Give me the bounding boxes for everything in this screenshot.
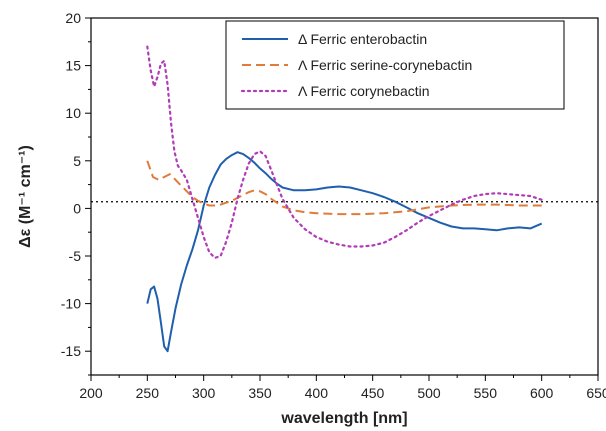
series-line-2 (146, 160, 542, 216)
series-line-1 (146, 151, 543, 353)
x-tick-label: 350 (248, 385, 272, 401)
legend-label-3: Λ Ferric corynebactin (298, 83, 430, 99)
y-axis-ticks: -15 -10 -5 0 5 10 15 20 (61, 10, 91, 376)
x-axis-title: wavelength [nm] (280, 410, 407, 427)
legend-box (225, 20, 565, 110)
x-tick-label: 500 (417, 385, 441, 401)
y-tick-label: 15 (65, 58, 81, 74)
x-tick-label: 400 (305, 385, 329, 401)
x-tick-label: 300 (192, 385, 216, 401)
x-tick-label: 650 (586, 385, 606, 401)
x-tick-label: 250 (136, 385, 160, 401)
x-axis-ticks: 200 250 300 350 400 450 500 550 600 650 (79, 375, 606, 401)
legend-label-2: Λ Ferric serine-corynebactin (298, 57, 472, 73)
y-tick-label: 0 (73, 200, 81, 216)
y-tick-label: 5 (73, 153, 81, 169)
legend-label-1: Δ Ferric enterobactin (298, 31, 427, 47)
y-tick-label: 20 (65, 10, 81, 26)
x-tick-label: 600 (530, 385, 554, 401)
x-tick-label: 550 (474, 385, 498, 401)
y-tick-label: 10 (65, 105, 81, 121)
y-tick-label: -15 (61, 343, 81, 359)
series-line-3 (146, 45, 543, 259)
y-tick-label: -5 (69, 248, 82, 264)
series-lines (146, 45, 543, 353)
y-tick-label: -10 (61, 296, 81, 312)
x-tick-label: 200 (79, 385, 103, 401)
x-tick-label: 450 (361, 385, 385, 401)
y-axis-title: Δε (M⁻¹ cm⁻¹) (17, 145, 34, 248)
legend: Δ Ferric enterobactin Λ Ferric serine-cor… (225, 20, 565, 110)
